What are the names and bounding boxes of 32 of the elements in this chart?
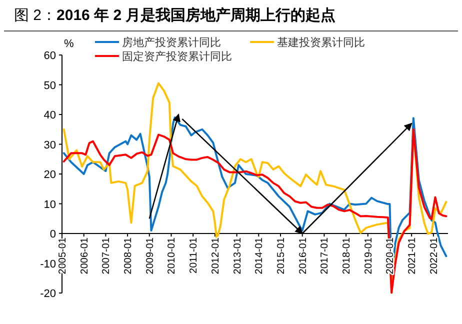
x-tick-label: 2022-01 [428, 237, 440, 274]
chart-title: 图 2：2016 年 2 月是我国房地产周期上行的起点 [14, 6, 336, 24]
y-tick-label: 20 [44, 169, 56, 181]
x-tick-label: 2020-01 [385, 237, 396, 274]
x-tick-label: 2011-01 [188, 237, 200, 274]
y-tick-label: 60 [44, 50, 56, 62]
y-tick-label: 30 [44, 139, 56, 152]
x-tick-label: 2018-01 [342, 237, 353, 274]
y-tick-label: 40 [44, 110, 56, 122]
x-tick-label: 2010-01 [166, 237, 178, 274]
x-tick-label: 2006-01 [79, 237, 90, 274]
x-tick-label: 2008-01 [123, 237, 134, 274]
legend-label: 房地产投资累计同比 [122, 36, 221, 49]
x-tick-label: 2005-01 [58, 237, 68, 274]
y-tick-label: 0 [50, 228, 56, 240]
x-tick-label: 2014-01 [254, 237, 266, 274]
x-tick-label: 2019-01 [363, 237, 374, 274]
y-tick-label: -20 [40, 288, 56, 300]
legend-label: 固定资产投资累计同比 [122, 50, 232, 63]
y-tick-label: 10 [44, 198, 56, 211]
y-tick-label: -10 [40, 258, 56, 270]
x-tick-label: 2007-01 [101, 237, 112, 274]
x-tick-label: 2009-01 [144, 237, 156, 274]
y-tick-label: 50 [44, 80, 56, 92]
x-tick-label: 2021-01 [407, 237, 418, 274]
x-tick-label: 2017-01 [320, 237, 331, 274]
legend-label: 基建投资累计同比 [277, 36, 365, 49]
x-tick-label: 2015-01 [276, 237, 287, 274]
x-tick-label: 2013-01 [232, 237, 244, 274]
x-tick-label: 2016-01 [298, 237, 309, 274]
y-axis-title: % [64, 38, 74, 50]
x-tick-label: 2012-01 [210, 237, 222, 274]
